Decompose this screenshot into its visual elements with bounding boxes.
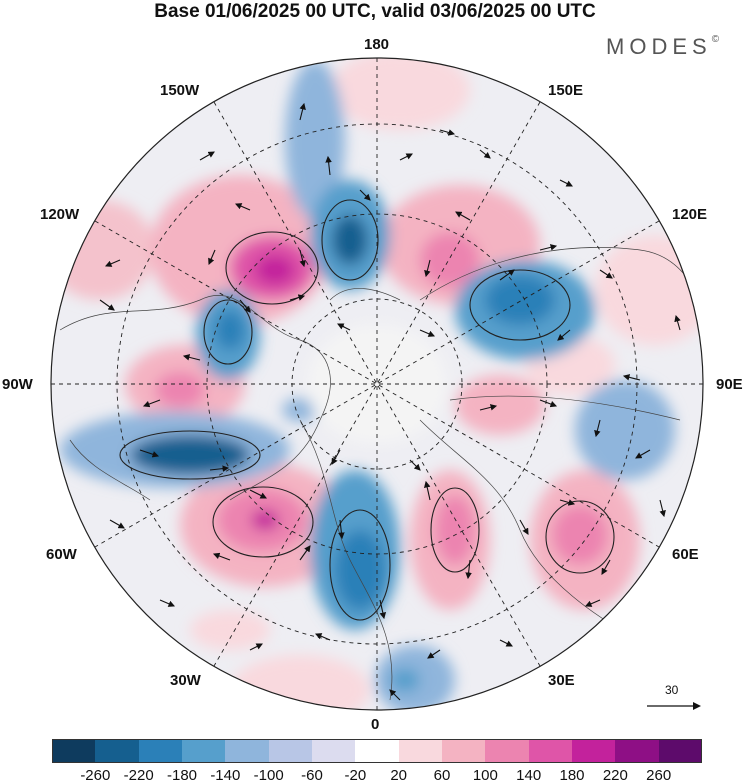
reference-vector-arrow	[647, 702, 701, 710]
lon-label-30e: 30E	[548, 672, 575, 689]
colorbar-frame	[52, 739, 702, 763]
colorbar-cell	[52, 739, 96, 763]
colorbar-tick-label: 100	[472, 767, 498, 784]
colorbar-tick-label: -60	[301, 767, 323, 784]
colorbar-tick-label: -140	[210, 767, 241, 784]
map-boundary	[50, 57, 704, 711]
lon-label-120e: 120E	[672, 206, 708, 223]
reference-vector-label: 30	[665, 683, 679, 697]
colorbar-tick-label: 60	[433, 767, 451, 784]
colorbar-tick-label: 180	[559, 767, 585, 784]
colorbar-cell	[398, 739, 443, 763]
brand-name: MODES	[606, 34, 712, 59]
modes-logo: MODES©	[606, 34, 719, 60]
colorbar-tick-label: -20	[344, 767, 367, 784]
lon-label-60w: 60W	[46, 546, 77, 563]
colorbar-tick-label: -180	[166, 767, 198, 784]
lon-label-0: 0	[371, 716, 380, 733]
colorbar-cell	[355, 739, 400, 763]
lon-label-90e: 90E	[716, 376, 743, 393]
colorbar-cell	[485, 739, 530, 763]
colorbar-tick-label: -220	[123, 767, 154, 784]
colorbar-tick-label: 220	[602, 767, 628, 784]
anomaly-field	[51, 58, 703, 710]
colorbar-cell	[658, 739, 703, 763]
wind-vectors	[99, 102, 681, 701]
colorbar-cell	[95, 739, 140, 763]
lon-label-150e: 150E	[548, 82, 584, 99]
brand-mark: ©	[711, 34, 720, 45]
lon-label-120w: 120W	[40, 206, 80, 223]
colorbar-cell	[225, 739, 270, 763]
lon-label-150w: 150W	[160, 82, 200, 99]
graticule	[51, 58, 703, 710]
colorbar-cell	[312, 739, 356, 763]
colorbar-cell	[615, 739, 660, 763]
colorbar-cell	[528, 739, 573, 763]
colorbar-cell	[138, 739, 183, 763]
colorbar-tick-label: 20	[390, 767, 407, 784]
colorbar-cell	[182, 739, 226, 763]
colorbar-cell	[442, 739, 486, 763]
colorbar-tick-label: -100	[253, 767, 284, 784]
lon-label-180: 180	[364, 36, 390, 53]
lon-label-60e: 60E	[672, 546, 699, 563]
lon-label-30w: 30W	[170, 672, 201, 689]
colorbar-tick-label: 260	[646, 767, 672, 784]
colorbar-tick-label: 140	[516, 767, 542, 784]
map-title: Base 01/06/2025 00 UTC, valid 03/06/2025…	[154, 1, 596, 22]
colorbar-tick-label: -260	[80, 767, 111, 784]
contour-lines	[119, 199, 615, 621]
lon-label-90w: 90W	[2, 376, 33, 393]
colorbar-cell	[572, 739, 616, 763]
colorbar-cell	[268, 739, 313, 763]
colorbar	[52, 739, 703, 763]
